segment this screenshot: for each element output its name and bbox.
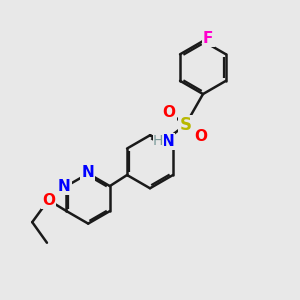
Text: N: N [81,165,94,180]
Text: O: O [194,129,207,144]
Text: O: O [42,193,55,208]
Text: S: S [179,116,191,134]
Text: O: O [163,105,176,120]
Text: N: N [162,134,174,149]
Text: F: F [203,31,214,46]
Text: N: N [58,178,70,194]
Text: H: H [153,134,164,148]
